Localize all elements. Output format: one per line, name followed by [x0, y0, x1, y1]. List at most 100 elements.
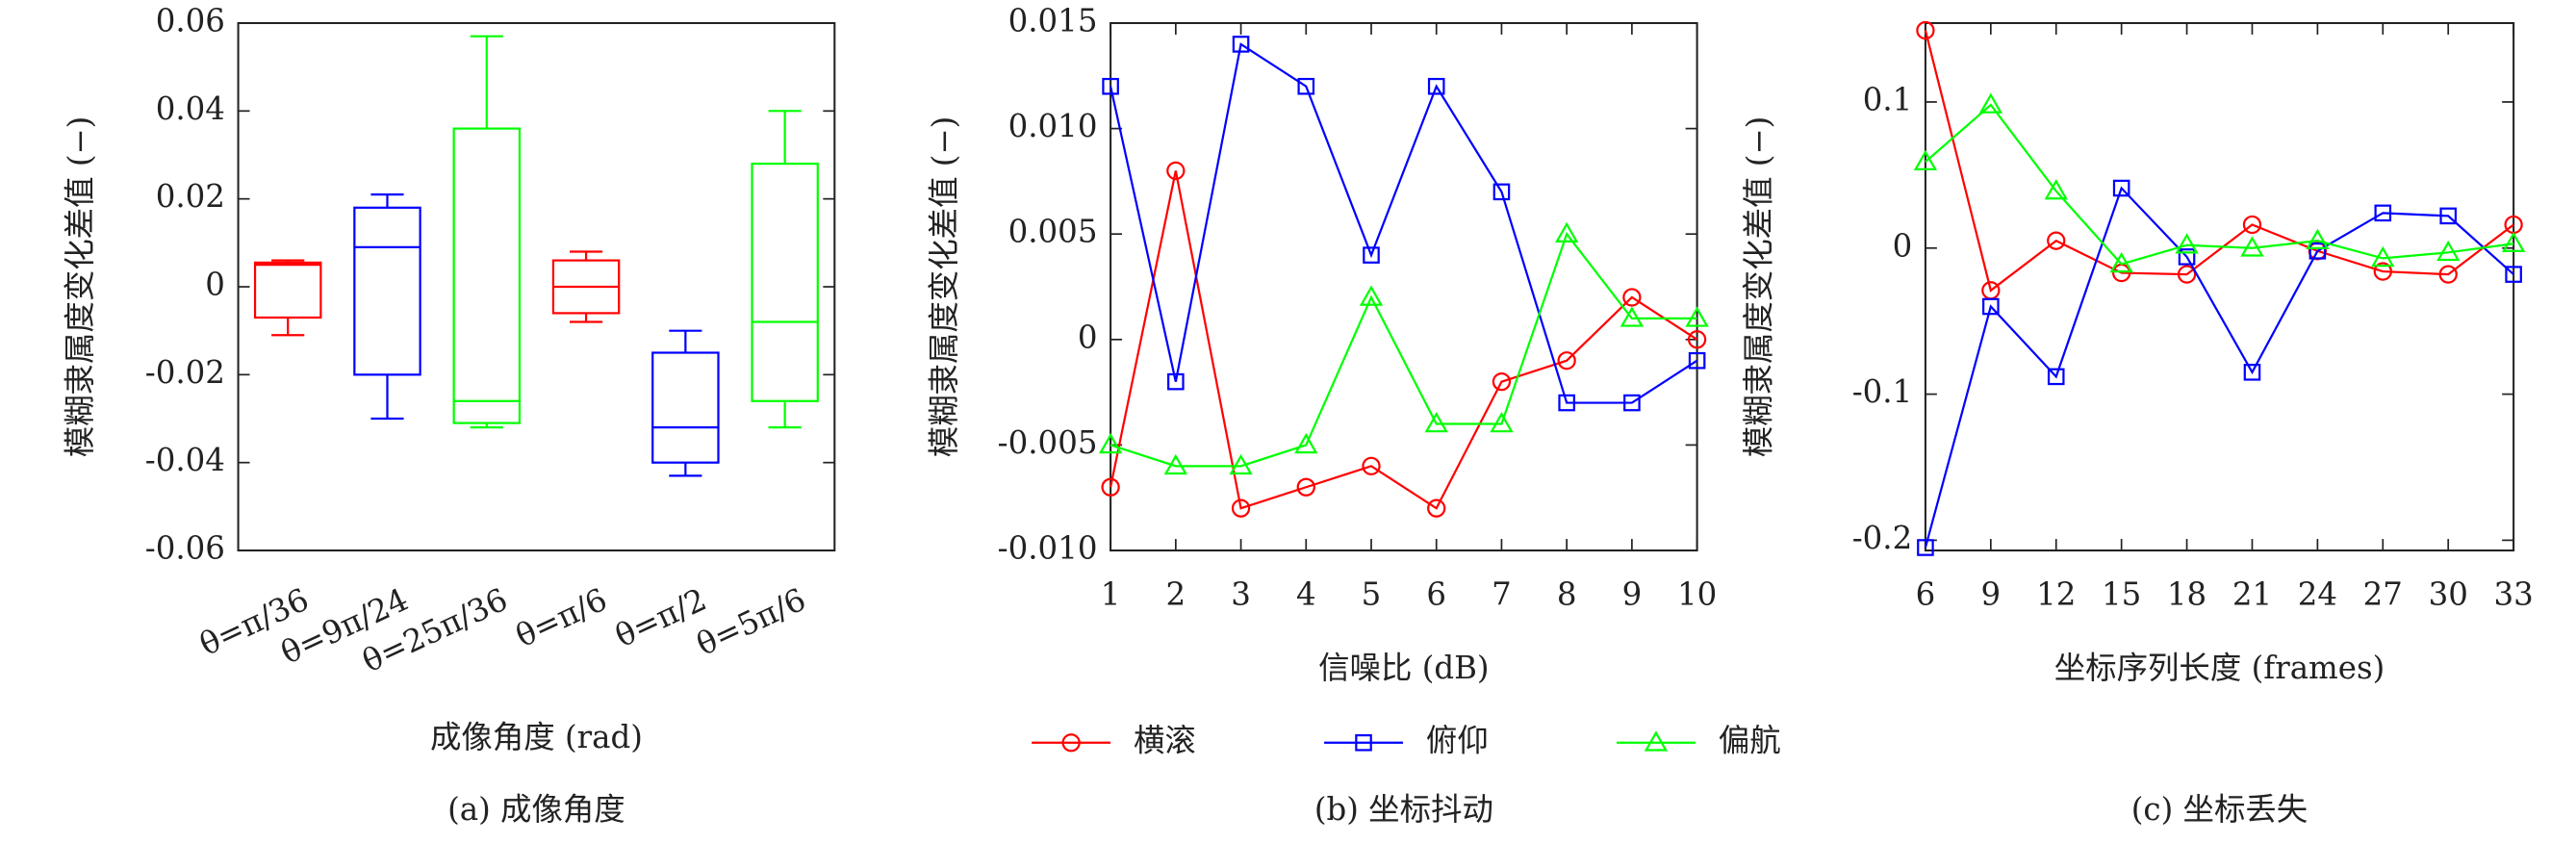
box [353, 206, 421, 376]
line [1924, 186, 2514, 549]
y-axis-label: 模糊隶属度变化差值 (−) [62, 116, 98, 458]
marker [2240, 236, 2264, 257]
x-tick-label: 4 [1296, 575, 1316, 612]
caption: (c) 坐标丢失 [2131, 791, 2308, 828]
x-tick-label: 1 [1101, 575, 1121, 612]
marker [2505, 266, 2522, 283]
x-axis-label: 成像角度 (rad) [430, 719, 643, 755]
legend-label: 偏航 [1719, 722, 1781, 758]
plot-frame [1924, 21, 2515, 552]
marker [1294, 432, 1318, 454]
marker [1490, 412, 1514, 433]
line [1109, 42, 1698, 404]
y-tick-label: -0.010 [998, 530, 1098, 567]
marker [1163, 453, 1187, 475]
marker [1427, 77, 1445, 95]
caption: (b) 坐标抖动 [1314, 791, 1493, 828]
marker [1101, 477, 1120, 497]
marker [2436, 240, 2461, 262]
x-tick-label: 15 [2102, 575, 2141, 612]
x-tick-label: 10 [1677, 575, 1717, 612]
line [1925, 103, 2514, 266]
marker [1644, 730, 1669, 752]
x-axis-label: 信噪比 (dB) [1318, 650, 1489, 686]
marker [1229, 453, 1253, 475]
y-tick-label: -0.04 [145, 442, 225, 478]
y-tick-label: 0.005 [1008, 214, 1098, 250]
marker [2044, 179, 2068, 200]
x-tick-label: 27 [2363, 575, 2403, 612]
line [1109, 231, 1697, 468]
marker [1102, 77, 1119, 95]
marker [1427, 498, 1446, 518]
marker [1492, 183, 1511, 201]
caption: (a) 成像角度 [447, 791, 625, 828]
marker [1167, 372, 1185, 391]
marker [1917, 539, 1934, 556]
marker [1166, 161, 1186, 181]
marker [2242, 215, 2262, 235]
marker [2243, 364, 2261, 381]
marker [1558, 394, 1575, 412]
line [1924, 30, 2514, 293]
marker [1688, 351, 1706, 370]
marker [1557, 351, 1576, 370]
marker [2439, 207, 2458, 225]
marker [1061, 733, 1081, 753]
x-tick-label: θ=π/6 [510, 581, 612, 655]
marker [2175, 233, 2199, 254]
marker [2177, 265, 2197, 284]
x-tick-label: 24 [2298, 575, 2337, 612]
x-tick-label: 30 [2429, 575, 2468, 612]
y-tick-label: 0.015 [1008, 2, 1098, 38]
marker [1982, 297, 2000, 316]
y-tick-label: -0.06 [145, 530, 225, 567]
plot-frame [1109, 21, 1698, 552]
y-tick-label: -0.005 [998, 424, 1098, 461]
x-tick-label: 9 [1981, 575, 2002, 612]
x-tick-label: 21 [2232, 575, 2272, 612]
x-tick-label: 6 [1916, 575, 1936, 612]
y-tick-label: 0.1 [1863, 81, 1913, 117]
x-tick-label: 2 [1166, 575, 1186, 612]
marker [1424, 412, 1448, 433]
marker [2047, 368, 2065, 386]
legend-label: 俯仰 [1426, 722, 1489, 758]
x-tick-label: 3 [1231, 575, 1251, 612]
marker [2371, 245, 2395, 268]
marker [1620, 306, 1645, 327]
x-axis-label: 坐标序列长度 (frames) [2054, 650, 2385, 686]
legend-label: 横滚 [1134, 722, 1196, 758]
box [452, 127, 522, 424]
y-tick-label: 0 [1893, 227, 1913, 264]
marker [1231, 498, 1251, 518]
marker [2178, 248, 2196, 266]
box [651, 351, 720, 464]
x-tick-label: 18 [2167, 575, 2206, 612]
marker [1297, 77, 1315, 95]
marker [1363, 246, 1380, 264]
y-axis-label: 模糊隶属度变化差值 (−) [1741, 116, 1777, 458]
x-tick-label: 8 [1557, 575, 1577, 612]
y-tick-label: 0.02 [156, 178, 225, 215]
marker [1685, 306, 1709, 327]
marker [2373, 262, 2392, 281]
y-tick-label: 0 [1078, 319, 1098, 355]
x-tick-label: 9 [1622, 575, 1643, 612]
marker [1355, 733, 1372, 752]
y-tick-label: -0.2 [1852, 520, 1913, 556]
x-tick-label: 5 [1362, 575, 1382, 612]
y-tick-label: 0.06 [156, 2, 225, 38]
marker [2501, 231, 2526, 253]
y-tick-label: -0.1 [1852, 373, 1913, 410]
x-tick-label: 6 [1426, 575, 1446, 612]
marker [1359, 285, 1384, 306]
marker [1623, 394, 1641, 412]
marker [1913, 149, 1938, 170]
x-tick-label: θ=5π/6 [691, 581, 811, 663]
marker [2438, 265, 2458, 284]
marker [1555, 221, 1579, 243]
plot-frame [237, 21, 836, 552]
